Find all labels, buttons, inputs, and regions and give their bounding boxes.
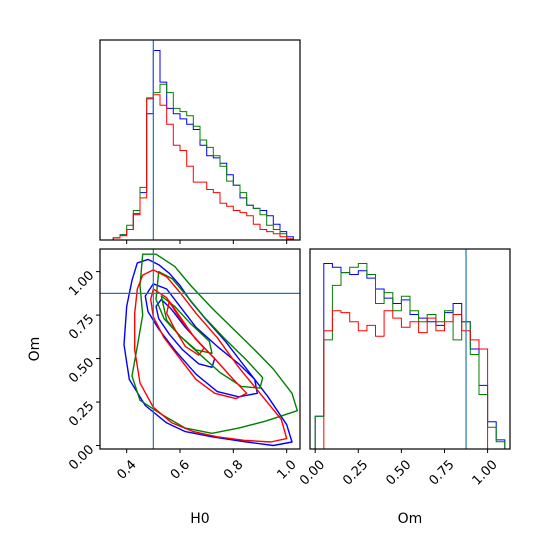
- h0-om-contour-ytick-label-1: 0.25: [66, 399, 97, 430]
- h0-om-contour-ylabel: Om: [27, 337, 43, 362]
- om-histogram-panel: 0.00 0.25 0.50 0.75 1.00 Om: [297, 248, 511, 527]
- h0-hist-plot-area: [100, 40, 300, 240]
- om-hist-xtick-label-4: 1.00: [470, 457, 501, 488]
- h0-hist-series-2-step: [100, 94, 300, 240]
- om-hist-frame: [309, 248, 511, 450]
- h0-om-contour-xlabel: H0: [190, 511, 209, 527]
- h0-om-contour-series-1-contour-0: [131, 253, 298, 434]
- om-hist-xtick-label-2: 0.50: [383, 457, 414, 488]
- om-hist-xlabel: Om: [398, 511, 423, 527]
- h0-om-contour-series-0-contour-2: [155, 298, 216, 368]
- h0-om-contour-ytick-label-0: 0.00: [66, 442, 97, 473]
- om-hist-series-0-step: [310, 263, 510, 449]
- h0-om-contour-xtick-label-3: 1.0: [274, 457, 299, 482]
- h0-om-contour-xtick-label-2: 0.8: [221, 457, 246, 482]
- om-hist-plot-area: [310, 249, 510, 449]
- h0-om-contour-frame: [99, 248, 301, 450]
- h0-hist-frame: [99, 39, 301, 241]
- h0-om-contour-ytick-label-3: 0.75: [66, 312, 97, 343]
- h0-om-contour-xtick-label-1: 0.6: [168, 457, 193, 482]
- h0-om-contour-series-0-contour-0: [123, 258, 293, 447]
- h0-hist-series-1-step: [100, 83, 300, 240]
- om-hist-xtick-label-3: 0.75: [426, 457, 457, 488]
- om-hist-series-2-step: [310, 310, 510, 449]
- h0-om-contour-series-2-contour-2: [166, 300, 205, 356]
- h0-om-contour-xtick-label-0: 0.4: [114, 457, 139, 482]
- om-hist-xtick-label-1: 0.25: [340, 457, 371, 488]
- h0-om-contour-series-2-contour-1: [150, 288, 248, 400]
- h0-hist-series-0-step: [100, 50, 300, 240]
- h0-om-contour-ytick-label-2: 0.50: [66, 355, 97, 386]
- h0-histogram-panel: [99, 39, 301, 244]
- h0-om-contour-series-2-contour-0: [134, 269, 288, 443]
- om-hist-xtick-label-0: 0.00: [297, 457, 328, 488]
- h0-om-contour-plot-area: [100, 249, 300, 449]
- h0-om-contour-panel: 0.4 0.6 0.8 1.0 0.00 0.25 0.50 0.75 1.00 H0 Om: [27, 248, 301, 527]
- om-hist-series-1-step: [310, 263, 510, 449]
- h0-om-contour-series-1-contour-2: [160, 295, 213, 354]
- h0-om-contour-ytick-label-4: 1.00: [66, 268, 97, 299]
